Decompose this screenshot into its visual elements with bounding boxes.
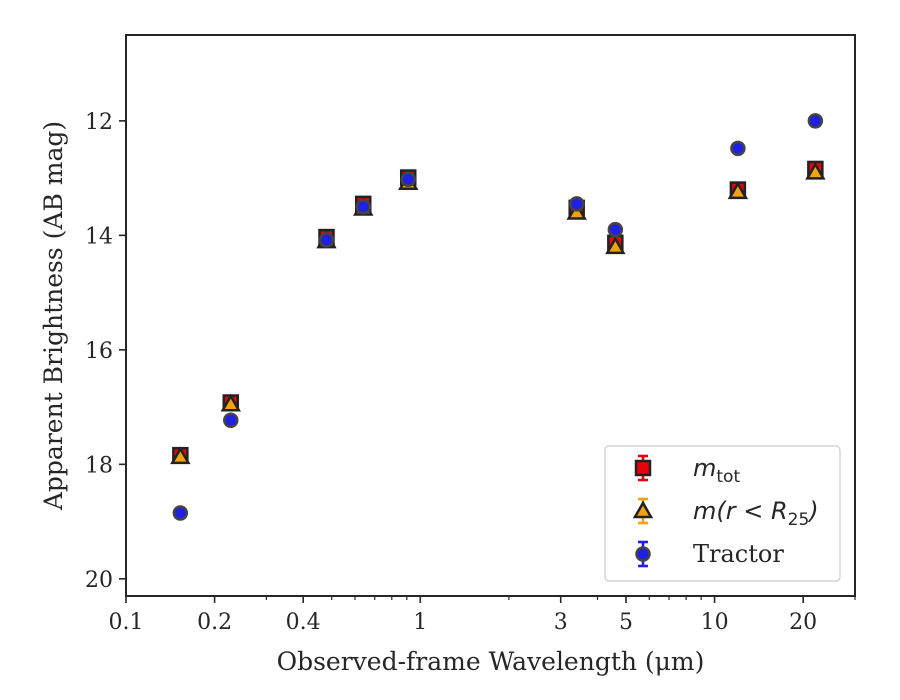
- legend-item: mtot: [634, 454, 740, 487]
- y-tick-label: 16: [85, 339, 113, 364]
- legend-label-text: ): [807, 497, 818, 525]
- x-tick-label: 1: [413, 610, 427, 635]
- y-tick-label: 12: [85, 110, 113, 135]
- x-tick-label: 0.4: [286, 610, 321, 635]
- x-tick-label: 5: [619, 610, 633, 635]
- data-point: [170, 446, 191, 465]
- x-tick-label: 10: [701, 610, 729, 635]
- data-point: [727, 181, 749, 200]
- x-tick-label: 0.1: [109, 610, 144, 635]
- legend-label: Tractor: [693, 540, 784, 568]
- legend: mtot m(r < R25) Tractor: [604, 445, 841, 582]
- legend-box: [604, 445, 841, 582]
- data-point: [318, 232, 335, 248]
- series-circle: [172, 113, 824, 521]
- data-point: [605, 236, 626, 255]
- legend-label-math: m: [693, 454, 716, 482]
- legend-label-text: Tractor: [693, 540, 784, 568]
- data-marks: [170, 113, 826, 521]
- data-point: [807, 113, 824, 129]
- legend-item: Tractor: [635, 540, 784, 568]
- data-point: [607, 221, 624, 238]
- data-point: [568, 196, 585, 212]
- legend-label-subscript: tot: [716, 467, 740, 487]
- legend-marker: [635, 546, 651, 562]
- data-point: [730, 140, 746, 157]
- legend-label: mtot: [693, 454, 740, 487]
- series-triangle: [170, 161, 826, 465]
- series-square: [172, 160, 824, 464]
- x-tick-label: 20: [789, 610, 817, 635]
- plot-frame: [125, 34, 856, 597]
- data-point: [805, 161, 826, 180]
- x-tick-label: 3: [554, 610, 568, 635]
- legend-label-subscript: 25: [788, 510, 810, 530]
- legend-label-math: m(r < R: [693, 497, 788, 525]
- y-tick-label: 20: [85, 568, 113, 593]
- data-point: [220, 393, 241, 412]
- data-point: [355, 198, 372, 215]
- y-tick-label: 18: [85, 453, 113, 478]
- data-point: [400, 171, 416, 188]
- legend-label: m(r < R25): [693, 497, 819, 530]
- data-point: [223, 412, 239, 429]
- y-tick-label: 14: [85, 224, 113, 249]
- legend-item: m(r < R25): [632, 497, 819, 530]
- y-axis-title: Apparent Brightness (AB mag): [39, 121, 68, 511]
- legend-marker: [632, 500, 654, 519]
- legend-marker: [634, 459, 652, 477]
- x-axis-title: Observed-frame Wavelength (μm): [277, 647, 705, 676]
- data-point: [172, 505, 189, 521]
- x-tick-label: 0.2: [197, 610, 232, 635]
- axes: 0.1 0.2 0.4 1 3 5 10 20 12 14 16 18 20: [85, 110, 856, 635]
